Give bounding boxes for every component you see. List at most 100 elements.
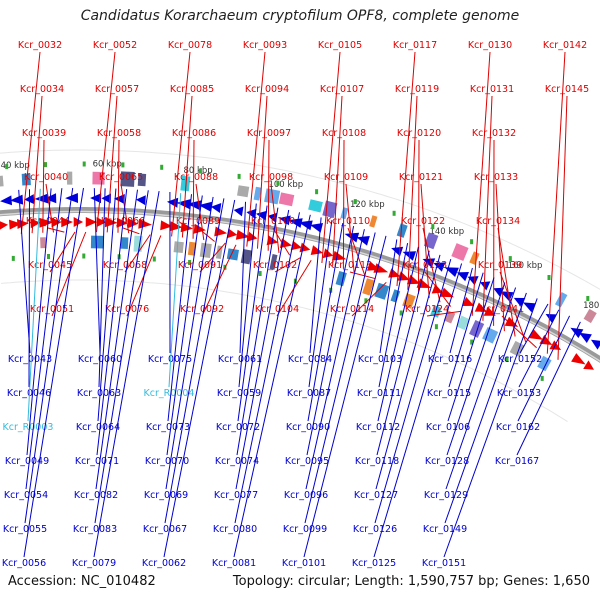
gene-leader-line bbox=[304, 232, 376, 524]
gene-leader-line bbox=[517, 315, 571, 422]
gene-leader-line bbox=[342, 139, 345, 269]
gene-leader-line bbox=[378, 243, 409, 388]
gene-label: Kcr_0142 bbox=[543, 40, 587, 51]
gene-leader-line bbox=[321, 51, 341, 264]
gene-label: Kcr_0077 bbox=[214, 490, 258, 501]
gene-leader-line bbox=[27, 188, 41, 422]
gene-leader-line bbox=[377, 246, 419, 422]
gene-label: Kcr_0084 bbox=[288, 354, 332, 365]
gene-label: Kcr_0132 bbox=[472, 128, 516, 139]
repeat-marker bbox=[237, 173, 241, 179]
gene-label: Kcr_0063 bbox=[77, 388, 121, 399]
gene-label: Kcr_0112 bbox=[356, 422, 400, 433]
outer-feature-block bbox=[215, 245, 223, 259]
figure-title: Candidatus Korarchaeum cryptofilum OPF8,… bbox=[80, 8, 520, 24]
gene-label: Kcr_0091 bbox=[178, 260, 222, 271]
gene-leader-line bbox=[418, 139, 420, 294]
gene-leader-line bbox=[272, 227, 291, 256]
inner-feature-block bbox=[253, 186, 262, 201]
inner-feature-block bbox=[469, 251, 480, 265]
gene-label: Kcr_0065 bbox=[99, 172, 143, 183]
gene-label: Kcr_0069 bbox=[144, 490, 188, 501]
repeat-marker bbox=[276, 180, 280, 186]
minus-strand-gene-arrow bbox=[90, 193, 102, 204]
minus-strand-gene-arrow bbox=[198, 201, 213, 212]
gene-leader-line bbox=[519, 303, 549, 354]
gene-label: Kcr_0073 bbox=[146, 422, 190, 433]
gene-leader-line bbox=[471, 51, 491, 316]
minus-strand-gene-arrow bbox=[456, 272, 469, 282]
gene-leader-line bbox=[379, 239, 398, 354]
outer-feature-block bbox=[390, 289, 401, 303]
gene-label: Kcr_0092 bbox=[180, 304, 224, 315]
gene-leader-line bbox=[305, 229, 365, 490]
gene-leader-line bbox=[345, 183, 355, 273]
kbp-tick-label: 80 kbp bbox=[183, 166, 212, 176]
gene-label: Kcr_0034 bbox=[20, 84, 64, 95]
gene-label: Kcr_0122 bbox=[401, 216, 445, 227]
repeat-marker bbox=[399, 310, 403, 316]
gene-leader-line bbox=[396, 51, 416, 287]
repeat-marker bbox=[44, 162, 47, 168]
gene-leader-line bbox=[246, 51, 266, 247]
gene-label: Kcr_0162 bbox=[496, 422, 540, 433]
gene-leader-line bbox=[374, 258, 452, 524]
repeat-marker bbox=[47, 254, 50, 259]
plus-strand-gene-arrow bbox=[583, 360, 594, 370]
gene-label: Kcr_0126 bbox=[353, 524, 397, 535]
inner-feature-block bbox=[278, 192, 295, 207]
gene-leader-line bbox=[270, 183, 280, 253]
gene-leader-line bbox=[96, 51, 116, 233]
repeat-marker bbox=[540, 375, 544, 381]
gene-leader-line bbox=[168, 193, 182, 388]
gene-label: Kcr_0124 bbox=[405, 304, 449, 315]
outer-feature-block bbox=[509, 340, 525, 357]
inner-guide-ring bbox=[0, 149, 600, 290]
plus-strand-gene-arrow bbox=[214, 226, 228, 237]
gene-label: Kcr_0097 bbox=[247, 128, 291, 139]
repeat-marker bbox=[392, 210, 396, 216]
gene-leader-line bbox=[97, 188, 117, 422]
gene-leader-line bbox=[234, 212, 300, 524]
kbp-tick-label: 60 kbp bbox=[93, 159, 122, 169]
minus-strand-gene-arrow bbox=[493, 287, 505, 297]
gene-label: Kcr_0040 bbox=[24, 172, 68, 183]
gene-label: Kcr_0032 bbox=[18, 40, 62, 51]
gene-leader-line bbox=[163, 199, 236, 558]
gene-label: Kcr_0100 bbox=[251, 216, 295, 227]
inner-feature-block bbox=[308, 199, 323, 213]
minus-strand-gene-arrow bbox=[513, 297, 526, 307]
gene-label: Kcr_0131 bbox=[470, 84, 514, 95]
outer-feature-block bbox=[469, 319, 485, 338]
gene-label: Kcr_R0003 bbox=[3, 422, 54, 433]
gene-leader-line bbox=[171, 51, 191, 237]
gene-leader-line bbox=[47, 227, 65, 233]
minus-strand-gene-arrow bbox=[279, 215, 291, 226]
gene-leader-line bbox=[117, 139, 120, 233]
outer-guide-ring bbox=[1, 279, 568, 423]
minus-strand-gene-arrow bbox=[246, 208, 257, 219]
gene-leader-line bbox=[267, 139, 270, 251]
outer-feature-block bbox=[199, 242, 212, 259]
gene-leader-line bbox=[197, 227, 215, 242]
minus-strand-gene-arrow bbox=[579, 332, 592, 343]
minus-strand-gene-arrow bbox=[310, 223, 323, 233]
gene-leader-line bbox=[25, 188, 63, 490]
minus-strand-gene-arrow bbox=[467, 276, 479, 286]
gene-leader-line bbox=[93, 188, 101, 354]
gene-leader-line bbox=[351, 281, 387, 317]
gene-label: Kcr_0167 bbox=[495, 456, 539, 467]
gene-leader-line bbox=[124, 234, 151, 273]
gene-leader-line bbox=[199, 242, 226, 273]
gene-leader-line bbox=[448, 272, 484, 388]
repeat-marker bbox=[258, 271, 262, 276]
gene-label: Kcr_0128 bbox=[425, 456, 469, 467]
gene-label: Kcr_0049 bbox=[5, 456, 49, 467]
gene-leader-line bbox=[347, 227, 366, 276]
gene-leader-line bbox=[375, 254, 441, 490]
gene-label: Kcr_0094 bbox=[245, 84, 289, 95]
gene-leader-line bbox=[31, 95, 43, 234]
gene-label: Kcr_0109 bbox=[324, 172, 368, 183]
gene-label: Kcr_0052 bbox=[93, 40, 137, 51]
